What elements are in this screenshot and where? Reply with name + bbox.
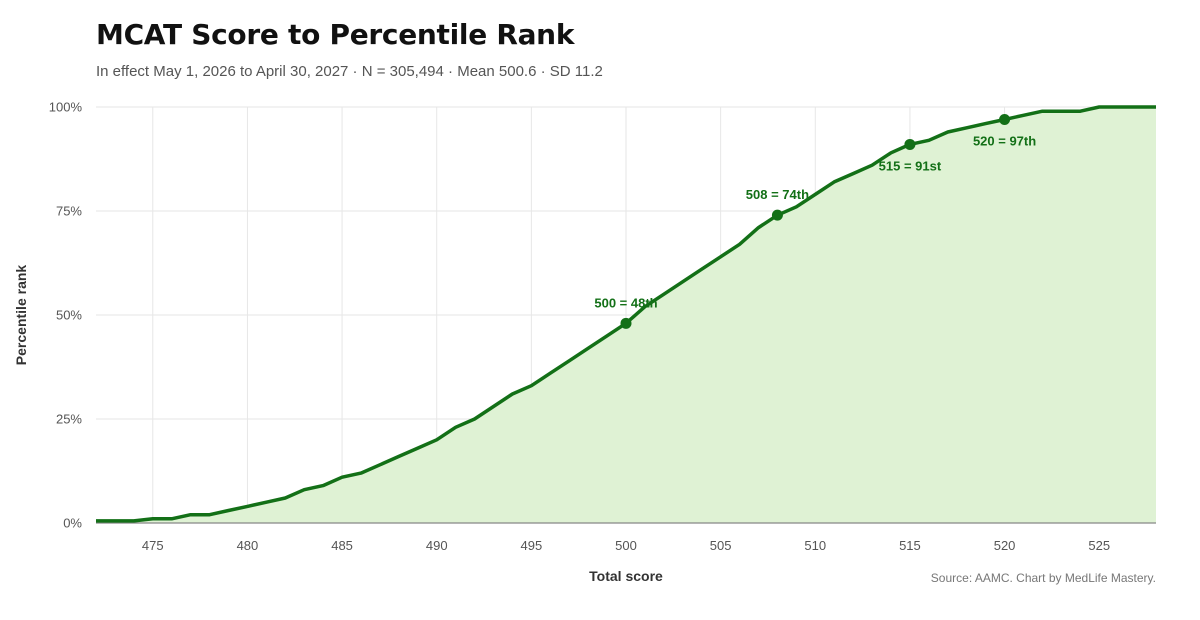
tick-labels: 0% 25% 50% 75% 100% 475 480 485 490 495 500 505 510 5… xyxy=(49,100,1110,554)
x-tick-label: 480 xyxy=(237,538,259,553)
annotation-marker xyxy=(999,113,1011,125)
source-note: Source: AAMC. Chart by MedLife Mastery. xyxy=(931,571,1156,585)
x-tick-label: 475 xyxy=(142,538,164,553)
x-axis-title: Total score xyxy=(589,568,663,584)
y-axis-title: Percentile rank xyxy=(13,265,29,366)
x-tick-label: 520 xyxy=(994,538,1016,553)
chart-subtitle: In effect May 1, 2026 to April 30, 2027 … xyxy=(96,63,603,80)
x-tick-label: 490 xyxy=(426,538,448,553)
x-tick-label: 525 xyxy=(1088,538,1110,553)
annotation-label: 515 = 91st xyxy=(879,158,942,173)
annotation-label: 520 = 97th xyxy=(973,133,1036,148)
annotation-label: 508 = 74th xyxy=(746,187,809,202)
y-tick-label: 50% xyxy=(56,308,82,323)
area-fill xyxy=(96,107,1156,523)
annotation-marker xyxy=(771,209,783,221)
x-tick-label: 505 xyxy=(710,538,732,553)
x-tick-label: 515 xyxy=(899,538,921,553)
y-tick-label: 0% xyxy=(63,516,82,531)
x-tick-label: 510 xyxy=(804,538,826,553)
annotation-marker xyxy=(904,138,916,150)
x-tick-label: 500 xyxy=(615,538,637,553)
annotations: 500 = 48th 508 = 74th 515 = 91st 520 = 97th xyxy=(594,113,1036,329)
x-tick-label: 485 xyxy=(331,538,353,553)
y-tick-label: 100% xyxy=(49,100,83,115)
chart-title: MCAT Score to Percentile Rank xyxy=(96,18,575,51)
annotation-marker xyxy=(620,317,632,329)
y-tick-label: 25% xyxy=(56,412,82,427)
y-tick-label: 75% xyxy=(56,204,82,219)
x-tick-label: 495 xyxy=(521,538,543,553)
annotation-label: 500 = 48th xyxy=(594,295,657,310)
